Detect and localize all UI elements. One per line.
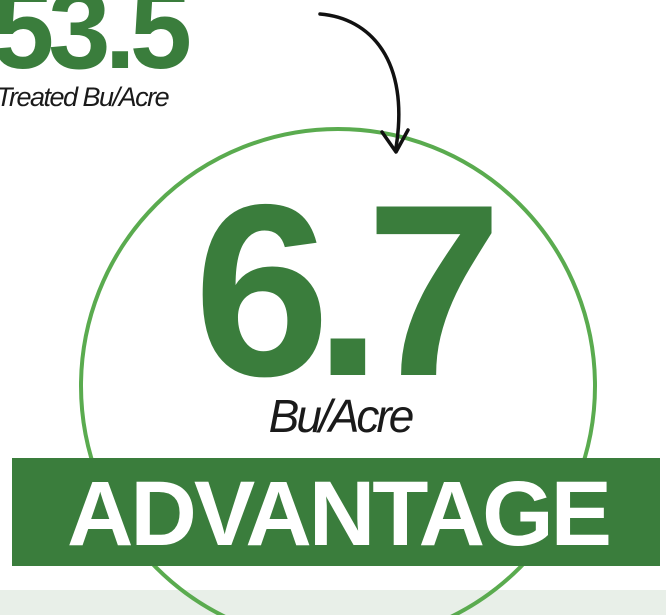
footer-strip [0,590,666,615]
main-stat-value: 6.7 [194,153,492,427]
highlight-circle [79,127,597,615]
arrow-head [380,128,410,154]
arrow [318,12,401,150]
banner-box [12,458,660,566]
banner-text: ADVANTAGE [67,463,609,565]
top-stat-value: 53.5 [0,0,190,92]
top-stat-caption: Treated Bu/Acre [0,82,170,112]
main-stat-unit: Bu/Acre [269,390,413,442]
